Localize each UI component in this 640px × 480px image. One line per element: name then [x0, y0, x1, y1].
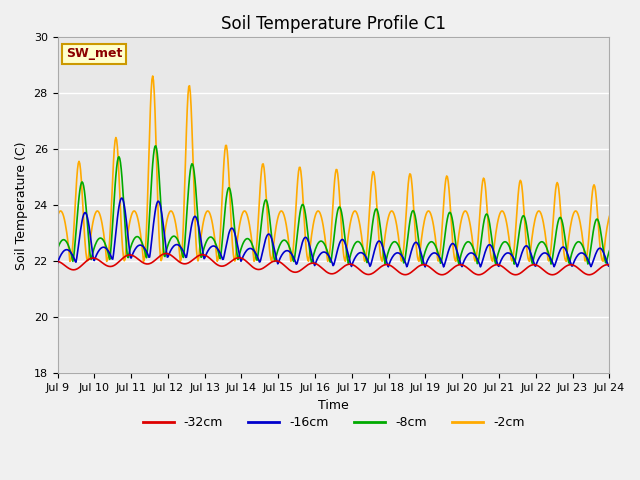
Title: Soil Temperature Profile C1: Soil Temperature Profile C1: [221, 15, 446, 33]
Text: SW_met: SW_met: [66, 48, 122, 60]
Legend: -32cm, -16cm, -8cm, -2cm: -32cm, -16cm, -8cm, -2cm: [138, 411, 529, 434]
X-axis label: Time: Time: [318, 398, 349, 412]
Y-axis label: Soil Temperature (C): Soil Temperature (C): [15, 141, 28, 270]
